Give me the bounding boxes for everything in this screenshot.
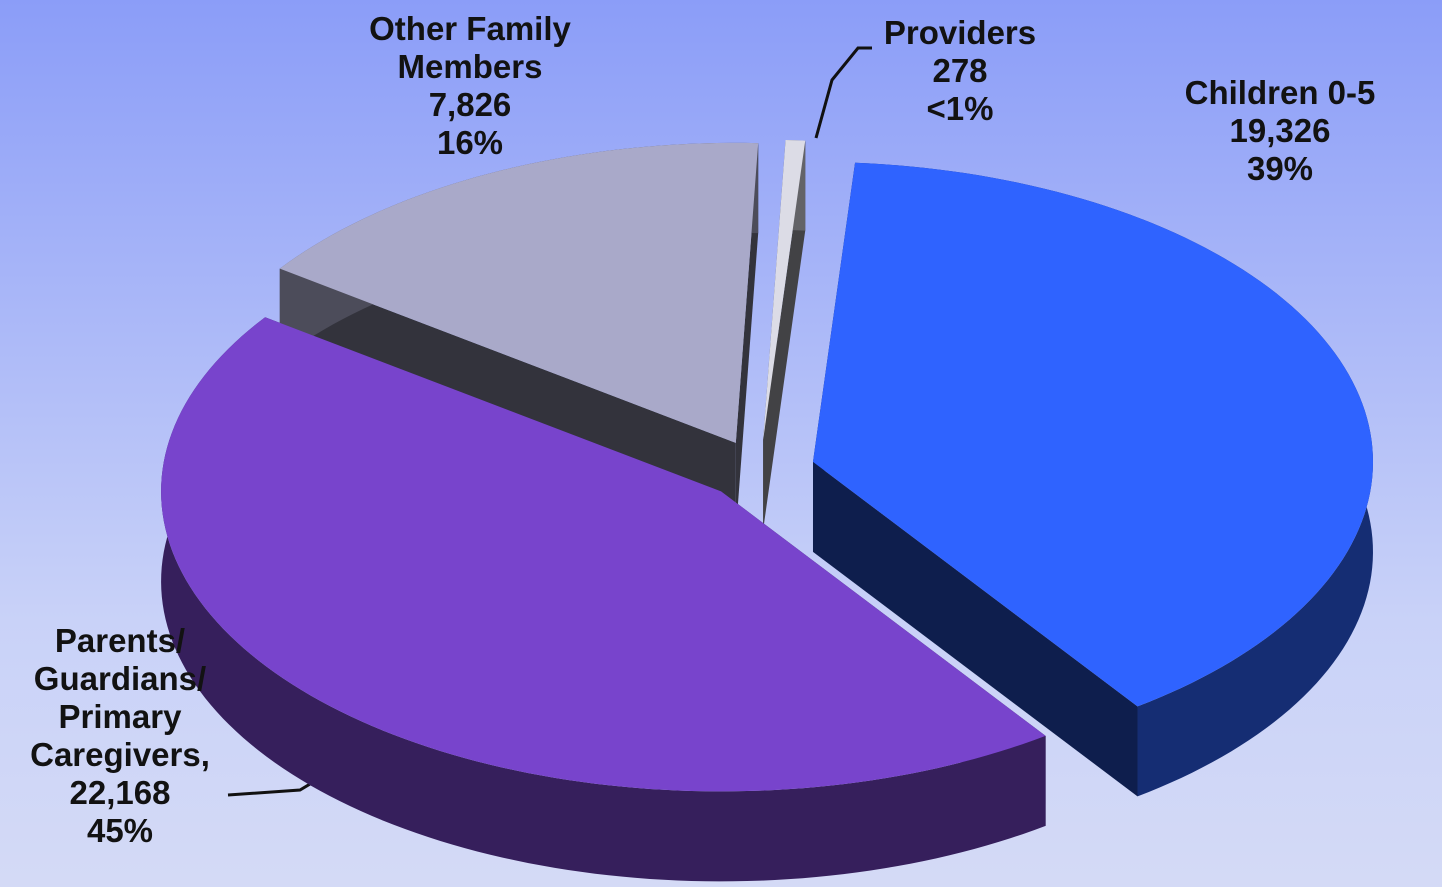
pie-slice <box>279 142 759 443</box>
slice-value: 19,326 <box>1229 112 1331 149</box>
slice-value: 22,168 <box>69 774 171 811</box>
slice-name: Parents/ Guardians/ Primary Caregivers, <box>30 622 210 773</box>
slice-side <box>735 143 759 533</box>
slice-side <box>161 317 1046 882</box>
slice-value: 7,826 <box>428 86 512 123</box>
slice-side <box>763 140 806 530</box>
slice-label: Providers 278 <1% <box>860 14 1060 128</box>
slice-percent: 39% <box>1246 150 1314 187</box>
slice-tops <box>161 140 1373 792</box>
slice-value: 278 <box>932 52 988 89</box>
pie-slice <box>812 162 1373 707</box>
slice-percent: <1% <box>926 90 994 127</box>
slice-name: Children 0-5 <box>1184 74 1376 111</box>
leader-line <box>814 46 872 139</box>
slice-percent: 45% <box>86 812 154 849</box>
slice-label: Parents/ Guardians/ Primary Caregivers, 2… <box>0 622 240 850</box>
slice-side <box>812 461 1138 797</box>
slice-label: Children 0-5 19,326 39% <box>1140 74 1420 188</box>
slice-name: Other Family Members <box>369 10 571 85</box>
slice-percent: 16% <box>436 124 504 161</box>
slice-name: Providers <box>883 14 1037 51</box>
pie-slice <box>161 317 1046 792</box>
pie-slice <box>763 140 806 440</box>
slice-label: Other Family Members 7,826 16% <box>330 10 610 162</box>
